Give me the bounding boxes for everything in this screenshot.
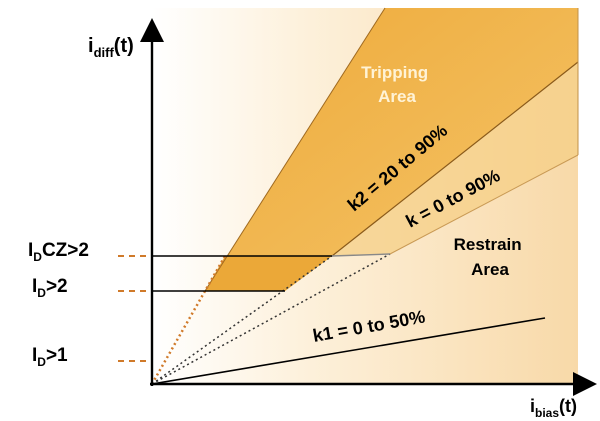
- id2-threshold-label: ID>2: [32, 276, 68, 300]
- restrain-area-label: Restrain Area: [454, 235, 527, 279]
- id1-threshold-label: ID>1: [32, 345, 68, 369]
- dotted-line-to-k2-start: [151, 255, 333, 385]
- tripping-left-edge: [204, 7, 386, 292]
- x-axis-label: ibias(t): [530, 396, 577, 420]
- tripping-step-region: [205, 256, 332, 291]
- k-slope-line: [389, 154, 579, 255]
- idcz-threshold-label: IDCZ>2: [28, 240, 89, 264]
- tripping-area-region: [205, 8, 578, 291]
- y-axis-label: idiff(t): [88, 35, 134, 60]
- k2-slope-line: [331, 61, 579, 257]
- dotted-line-to-k-start: [151, 253, 391, 385]
- tripping-area-label: Tripping Area: [361, 63, 433, 106]
- k1-slope-line: [151, 317, 546, 385]
- idcz-threshold-extension: [331, 253, 391, 257]
